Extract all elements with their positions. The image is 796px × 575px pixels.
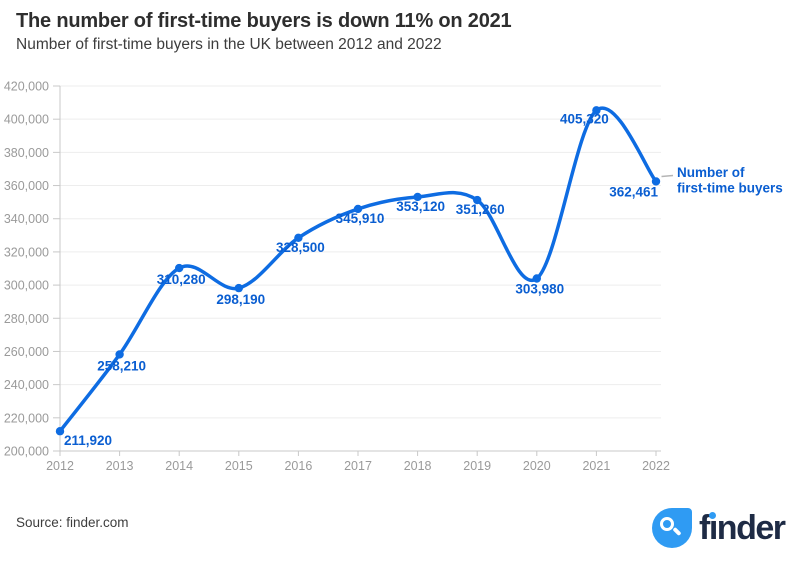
search-icon [660, 517, 674, 531]
data-point-2020[interactable] [532, 274, 541, 283]
chart-title: The number of first-time buyers is down … [16, 10, 512, 32]
data-label-2022: 362,461 [609, 184, 658, 199]
data-point-2013[interactable] [115, 350, 124, 359]
y-tick-label: 400,000 [4, 113, 49, 127]
x-tick-label: 2022 [642, 459, 670, 473]
data-label-2018: 353,120 [396, 199, 445, 214]
magnifier-drop-icon [652, 508, 692, 548]
data-label-2012: 211,920 [64, 433, 112, 448]
logo-i-dot [709, 512, 717, 519]
y-tick-label: 300,000 [4, 279, 49, 293]
finder-logo[interactable]: fı nder [652, 508, 786, 548]
y-tick-label: 340,000 [4, 212, 49, 226]
y-tick-label: 240,000 [4, 378, 49, 392]
y-tick-label: 280,000 [4, 312, 49, 326]
data-label-2021: 405,320 [560, 111, 609, 126]
logo-text: fı nder [699, 509, 786, 547]
data-label-2015: 298,190 [216, 292, 265, 307]
data-label-2014: 310,280 [157, 272, 206, 287]
data-label-2016: 328,500 [276, 240, 325, 255]
x-tick-label: 2017 [344, 459, 372, 473]
x-tick-label: 2018 [404, 459, 432, 473]
logo-letter-i: ı [708, 509, 718, 547]
y-tick-label: 200,000 [4, 445, 49, 459]
data-point-2015[interactable] [234, 283, 243, 293]
y-tick-label: 220,000 [4, 411, 49, 425]
y-tick-label: 320,000 [4, 245, 49, 259]
x-tick-label: 2014 [165, 459, 193, 473]
x-tick-label: 2013 [106, 459, 134, 473]
data-point-2017[interactable] [353, 204, 363, 214]
x-tick-label: 2021 [582, 459, 610, 473]
series-legend-line2: first-time buyers [677, 180, 783, 195]
chart-subtitle: Number of first-time buyers in the UK be… [16, 36, 442, 53]
data-point-2018[interactable] [413, 192, 422, 202]
y-tick-label: 380,000 [4, 146, 49, 160]
data-label-2013: 258,210 [97, 358, 146, 373]
data-point-2021[interactable] [592, 106, 601, 115]
x-tick-label: 2020 [523, 459, 551, 473]
data-line [58, 106, 658, 433]
y-tick-label: 420,000 [4, 80, 49, 94]
x-tick-label: 2012 [46, 459, 74, 473]
legend-connector [661, 174, 674, 178]
y-tick-label: 260,000 [4, 345, 49, 359]
data-label-2019: 351,260 [456, 202, 505, 217]
search-icon-handle [672, 526, 682, 537]
x-tick-label: 2016 [284, 459, 312, 473]
data-point-2012[interactable] [55, 427, 65, 436]
series-legend-line1: Number of [677, 165, 745, 180]
source-note: Source: finder.com [16, 515, 129, 530]
x-tick-label: 2019 [463, 459, 491, 473]
data-label-2017: 345,910 [336, 211, 385, 226]
x-tick-label: 2015 [225, 459, 253, 473]
data-point-2016[interactable] [294, 233, 303, 243]
data-point-2019[interactable] [473, 195, 482, 205]
data-point-2022[interactable] [651, 177, 661, 186]
data-point-2014[interactable] [175, 263, 184, 273]
y-tick-label: 360,000 [4, 179, 49, 193]
data-label-2020: 303,980 [515, 281, 564, 296]
